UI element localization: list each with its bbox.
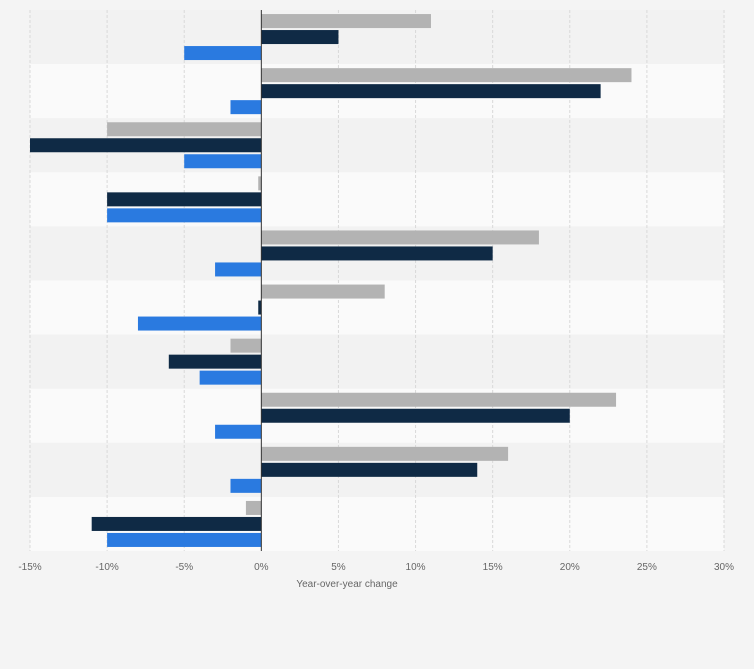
bar [261, 284, 385, 299]
x-tick-label: 0% [254, 562, 269, 573]
bar [91, 516, 262, 531]
bar [258, 176, 262, 191]
x-tick-label: 25% [637, 562, 657, 573]
x-axis-title: Year-over-year change [296, 579, 398, 590]
bar [137, 316, 262, 331]
bar [230, 478, 262, 493]
bar [258, 300, 262, 315]
bar [261, 446, 509, 461]
bar [261, 68, 632, 83]
bar [261, 462, 478, 477]
bar [230, 100, 262, 115]
x-tick-label: 30% [714, 562, 734, 573]
bar [245, 500, 262, 515]
bar [261, 30, 339, 45]
bar [230, 338, 262, 353]
bar [184, 154, 262, 169]
bar [261, 392, 617, 407]
bar [184, 46, 262, 61]
x-tick-label: 5% [331, 562, 346, 573]
bar [261, 230, 539, 245]
x-tick-label: 10% [406, 562, 426, 573]
bar [107, 192, 262, 207]
x-tick-label: -10% [95, 562, 118, 573]
bar [199, 370, 262, 385]
bar [107, 208, 262, 223]
x-axis-ticks: -15% -10% -5% 0% 5% 10% 15% 20% 25% 30% [18, 562, 734, 573]
x-tick-label: 20% [560, 562, 580, 573]
bar [168, 354, 262, 369]
bar [215, 262, 262, 277]
x-tick-label: -15% [18, 562, 41, 573]
x-tick-label: 15% [483, 562, 503, 573]
bar [261, 84, 601, 99]
bars [30, 14, 632, 547]
row-band [30, 334, 724, 389]
bar [261, 408, 570, 423]
bar [261, 14, 431, 29]
x-tick-label: -5% [175, 562, 193, 573]
bar [107, 122, 262, 137]
bar [215, 424, 262, 439]
bar [30, 138, 262, 153]
bar [261, 246, 493, 261]
bar [107, 532, 262, 547]
